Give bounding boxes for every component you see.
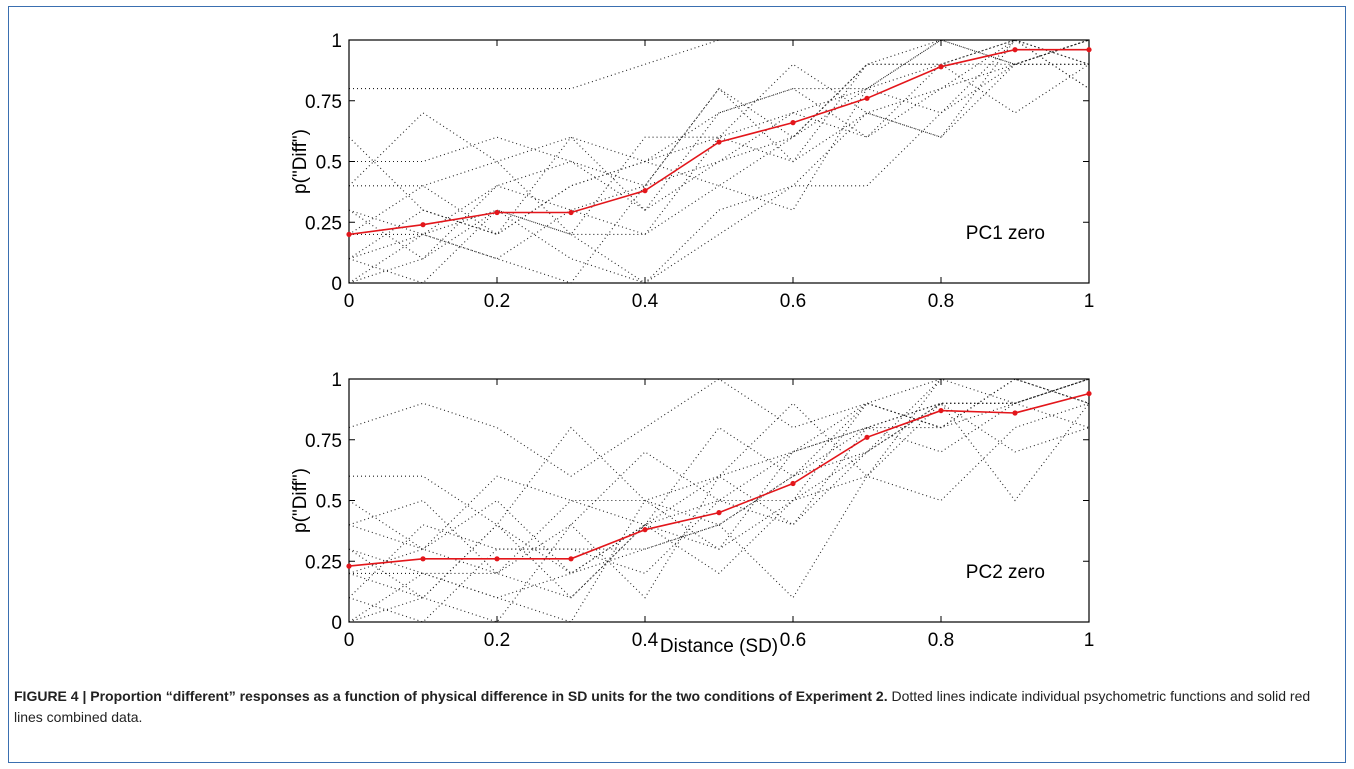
mean-point [642, 188, 648, 194]
individual-line-7 [348, 402, 1090, 599]
individual-line-2 [349, 378, 1090, 526]
x-tick-label: 0 [344, 291, 355, 312]
individual-line-9 [348, 39, 1090, 236]
y-tick-label: 0 [331, 274, 342, 295]
mean-point [494, 209, 500, 216]
mean-point [1012, 47, 1018, 53]
individual-line-9 [348, 402, 1090, 623]
x-tick-label: 0.6 [780, 291, 806, 312]
mean-point [1086, 390, 1092, 397]
panel-pc2-zero: 0 0.2 0.4 0.6 0.8 1 0 0.25 0.5 0.75 1 p("Diff") Dist… [290, 370, 1094, 657]
individual-line-2 [348, 39, 1089, 187]
y-tick-label: 0.75 [305, 92, 342, 113]
mean-point [494, 556, 500, 562]
y-tick-label: 0.25 [305, 552, 342, 573]
mean-point [716, 510, 722, 516]
mean-point [938, 64, 944, 70]
x-tick-label: 0.2 [484, 630, 510, 651]
individual-line-11 [349, 63, 1089, 260]
caption-text: Dotted lines indicate individual psychom… [14, 688, 1311, 725]
mean-line [348, 392, 1090, 567]
y-tick-label: 1 [331, 31, 342, 52]
x-axis-label: Distance (SD) [660, 636, 778, 657]
mean-point [346, 563, 352, 569]
mean-point [642, 527, 648, 533]
x-tick-label: 0 [344, 630, 355, 651]
y-tick-label: 0.5 [316, 153, 342, 174]
panel-pc1-zero: 0 0.2 0.4 0.6 0.8 1 0 0.25 0.5 0.75 1 p("Diff") PC1 … [290, 31, 1094, 312]
mean-point [420, 556, 426, 562]
mean-point [864, 95, 870, 101]
x-tick-label: 0.8 [928, 291, 954, 312]
x-tick-label: 0.6 [780, 630, 806, 651]
individual-line-12 [348, 402, 1090, 575]
individual-line-1 [348, 378, 1090, 477]
mean-point [1012, 410, 1018, 416]
mean-point [938, 407, 944, 414]
mean-point [864, 434, 870, 440]
individual-line-10 [348, 378, 1090, 575]
y-tick-label: 0.5 [316, 492, 342, 513]
individual-line-1 [349, 39, 1089, 90]
individual-line-4 [348, 378, 1090, 575]
x-tick-label: 0.2 [484, 291, 510, 312]
x-tick-label: 0.8 [928, 630, 954, 651]
mean-point [568, 209, 574, 216]
mean-point [790, 120, 796, 126]
individual-line-6 [348, 63, 1090, 260]
panel-annotation: PC1 zero [966, 223, 1045, 244]
individual-line-10 [348, 39, 1090, 284]
mean-point [346, 231, 352, 237]
x-tick-label: 1 [1084, 291, 1095, 312]
y-axis-label: p("Diff") [290, 129, 311, 194]
individual-line-8 [348, 39, 1090, 284]
individual-line-8 [348, 378, 1089, 623]
figure-canvas: 0 0.2 0.4 0.6 0.8 1 0 0.25 0.5 0.75 1 p("Diff") PC1 … [290, 31, 1094, 657]
mean-point [790, 480, 796, 487]
x-tick-label: 0.4 [632, 630, 659, 651]
panel-annotation: PC2 zero [966, 562, 1045, 583]
y-axis-label: p("Diff") [290, 468, 311, 533]
x-tick-label: 0.4 [632, 291, 659, 312]
y-tick-label: 0 [331, 613, 342, 634]
x-tick-label: 1 [1084, 630, 1095, 651]
individual-line-5 [348, 39, 1090, 236]
y-tick-label: 0.75 [305, 431, 342, 452]
mean-point [716, 139, 722, 145]
figure-label: FIGURE 4 | [14, 688, 87, 704]
caption-title: Proportion “different” responses as a fu… [90, 688, 888, 704]
individual-line-3 [348, 378, 1089, 550]
y-tick-label: 1 [331, 370, 342, 391]
figure-frame [8, 6, 1346, 763]
y-tick-label: 0.25 [305, 213, 342, 234]
figure-caption: FIGURE 4 | Proportion “different” respon… [14, 686, 1324, 728]
individual-line-12 [348, 39, 1090, 284]
mean-point [568, 556, 574, 562]
mean-point [420, 222, 426, 228]
mean-point [1086, 47, 1092, 53]
